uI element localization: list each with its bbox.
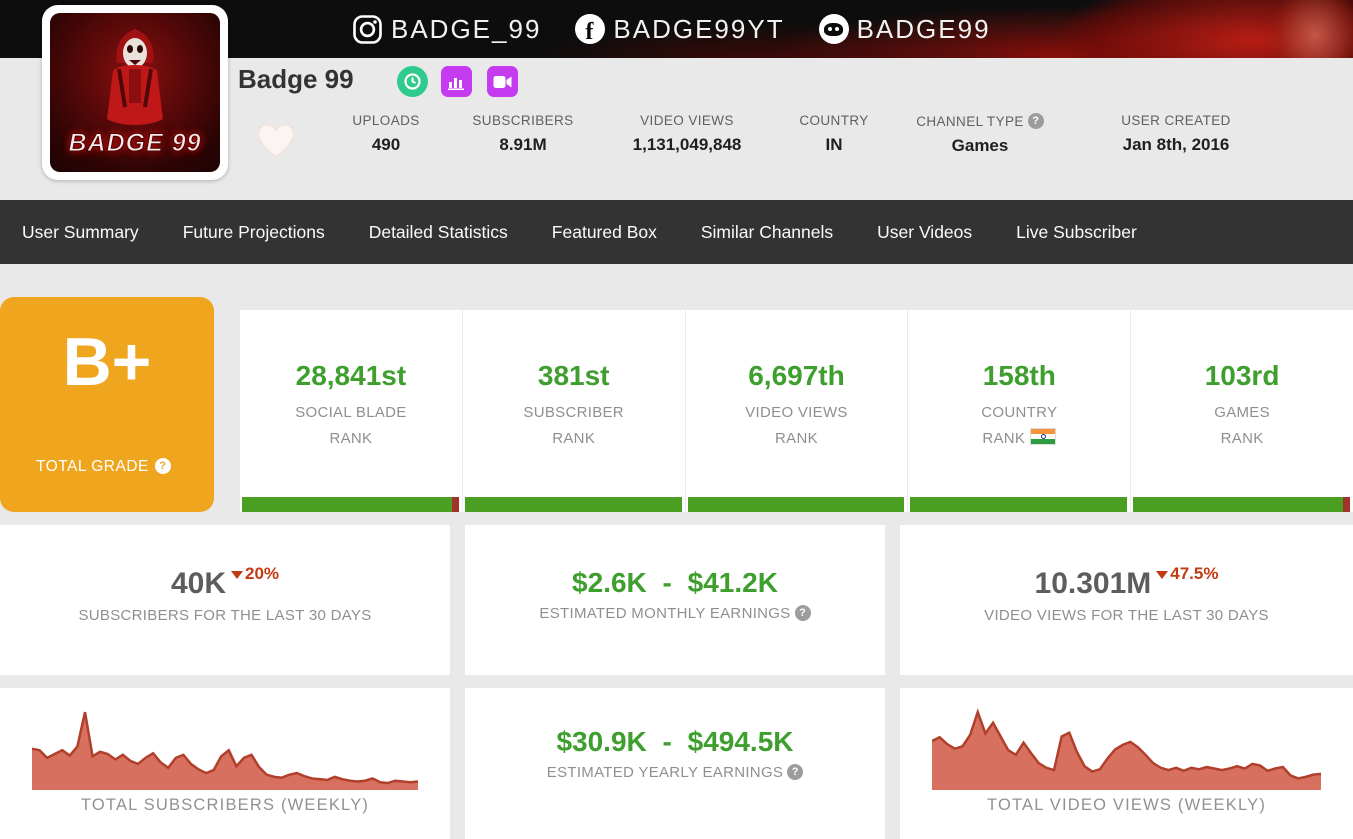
rank-label: VIDEO VIEWS RANK [745,404,848,447]
avatar-logo-text: BADGE 99 [68,129,202,158]
instagram-icon [353,14,382,44]
down-arrow-icon [231,571,243,579]
banner-artwork [1203,0,1353,58]
video-views-30-days-card: 10.301M 47.5% VIDEO VIEWS FOR THE LAST 30… [900,525,1353,675]
rank-value: 103rd [1204,360,1280,391]
rank-label: GAMES RANK [1214,404,1270,447]
stat-channel-type: CHANNEL TYPE? Games [898,113,1062,156]
banner-social-handles: BADGE_99 f BADGE99YT BADGE99 [352,0,991,58]
grade-label: TOTAL GRADE? [36,458,171,476]
tab-live-subscriber[interactable]: Live Subscriber [1016,221,1137,242]
channel-banner: BADGE_99 f BADGE99YT BADGE99 [0,0,1353,58]
tab-future-projections[interactable]: Future Projections [182,221,325,242]
tab-detailed-statistics[interactable]: Detailed Statistics [368,221,508,242]
bar-chart-icon[interactable] [441,66,472,97]
main-nav: User Summary Future Projections Detailed… [0,200,1353,264]
grade-value: B+ [62,324,152,400]
monthly-earnings-card: $2.6K - $41.2K ESTIMATED MONTHLY EARNING… [465,525,885,675]
metric-change: 47.5% [1156,564,1218,584]
total-subscribers-chart-card: TOTAL SUBSCRIBERS (WEEKLY) [0,688,450,839]
metric-label: SUBSCRIBERS FOR THE LAST 30 DAYS [78,607,372,624]
stat-label: SUBSCRIBERS [472,113,574,128]
tab-user-summary[interactable]: User Summary [22,221,139,242]
rank-value: 158th [982,360,1056,391]
yearly-earnings-card: $30.9K - $494.5K ESTIMATED YEARLY EARNIN… [465,688,885,839]
subscribers-30-days-card: 40K 20% SUBSCRIBERS FOR THE LAST 30 DAYS [0,525,450,675]
rank-label: SOCIAL BLADE RANK [295,404,407,447]
help-icon[interactable]: ? [1027,113,1044,129]
channel-avatar[interactable]: BADGE 99 [42,5,228,180]
rank-label: COUNTRY RANK [981,404,1058,447]
stat-label: USER CREATED [1121,113,1231,128]
stat-label: CHANNEL TYPE? [898,113,1062,129]
avatar-image: BADGE 99 [50,13,220,172]
stat-value: Jan 8th, 2016 [1122,135,1230,154]
metric-label: ESTIMATED YEARLY EARNINGS? [465,764,885,781]
metric-value: $30.9K - $494.5K [556,726,794,757]
stat-video-views: VIDEO VIEWS 1,131,049,848 [612,113,762,155]
stat-label: VIDEO VIEWS [640,113,734,128]
rank-progress-bar [242,497,459,512]
metric-value: 10.301M [1034,567,1152,600]
rank-progress-bar [1133,497,1350,512]
total-grade-card: B+ TOTAL GRADE? [0,297,214,512]
facebook-handle-text: BADGE99YT [613,13,785,44]
discord-handle-text: BADGE99 [856,13,991,44]
tab-user-videos[interactable]: User Videos [877,221,973,242]
rank-value: 6,697th [748,360,845,391]
rank-progress-bar [910,497,1128,512]
instagram-handle: BADGE_99 [352,14,541,45]
stat-subscribers: SUBSCRIBERS 8.91M [450,113,596,155]
rank-panel: 28,841st SOCIAL BLADE RANK 381st SUBSCRIB… [240,310,1353,512]
stat-label: UPLOADS [352,113,420,128]
social-blade-rank: 28,841st SOCIAL BLADE RANK [240,310,462,512]
help-icon[interactable]: ? [787,764,804,780]
chart-title: TOTAL SUBSCRIBERS (WEEKLY) [80,796,370,814]
tab-similar-channels[interactable]: Similar Channels [700,221,834,242]
discord-handle: BADGE99 [818,13,991,45]
video-views-weekly-chart [932,708,1321,790]
metric-value: 40K [170,567,226,600]
stats-clock-icon[interactable] [397,66,428,97]
stat-user-created: USER CREATED Jan 8th, 2016 [1098,113,1254,155]
stat-value: 8.91M [499,135,547,154]
favorite-heart-icon[interactable] [254,120,298,165]
metric-change: 20% [231,564,279,584]
stat-uploads: UPLOADS 490 [330,113,442,155]
video-camera-icon[interactable] [487,66,518,97]
help-icon[interactable]: ? [794,605,811,621]
metric-label: VIDEO VIEWS FOR THE LAST 30 DAYS [984,607,1269,624]
tab-featured-box[interactable]: Featured Box [551,221,657,242]
video-views-rank: 6,697th VIDEO VIEWS RANK [684,310,908,512]
stat-country: COUNTRY IN [788,113,880,155]
games-rank: 103rd GAMES RANK [1130,310,1353,512]
instagram-handle-text: BADGE_99 [391,13,542,44]
subscribers-weekly-chart [32,708,418,790]
subscriber-rank: 381st SUBSCRIBER RANK [461,310,685,512]
metric-label: ESTIMATED MONTHLY EARNINGS? [465,605,885,622]
stat-label: COUNTRY [799,113,869,128]
india-flag-icon [1030,428,1057,445]
stat-value: 490 [371,135,401,154]
stat-value: 1,131,049,848 [632,135,742,154]
metric-value: $2.6K - $41.2K [572,567,778,598]
facebook-handle: f BADGE99YT [575,14,784,45]
stat-value: Games [951,136,1009,155]
total-video-views-chart-card: TOTAL VIDEO VIEWS (WEEKLY) [900,688,1353,839]
help-icon[interactable]: ? [154,458,171,474]
rank-value: 28,841st [295,360,407,391]
rank-value: 381st [537,360,610,391]
facebook-icon: f [575,14,606,45]
rank-progress-bar [687,497,905,512]
down-arrow-icon [1156,571,1169,579]
country-rank: 158th COUNTRY RANK [907,310,1130,512]
avatar-character [107,29,163,125]
page-title: Badge 99 [238,64,354,94]
discord-icon [818,14,849,44]
rank-label: SUBSCRIBER RANK [523,404,624,447]
rank-progress-bar [464,497,682,512]
stat-value: IN [825,135,843,154]
chart-title: TOTAL VIDEO VIEWS (WEEKLY) [986,796,1267,814]
